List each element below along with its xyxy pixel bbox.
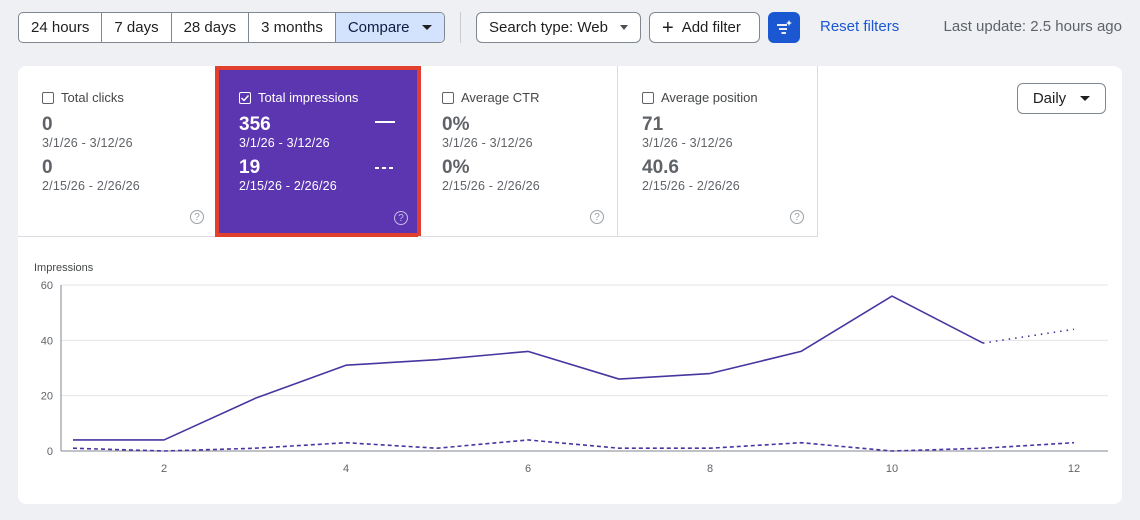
- series-dotted-line: [982, 328, 1075, 344]
- metric-previous-value: 19: [239, 157, 261, 178]
- impressions-chart: 0 20 40 60 2 4 6 8 10 12: [41, 280, 1108, 475]
- metric-previous-value: 0: [42, 157, 53, 178]
- x-tick-label: 8: [707, 463, 713, 475]
- date-range-selector: 24 hours 7 days 28 days 3 months Compare: [18, 12, 445, 43]
- add-filter-label: Add filter: [681, 19, 741, 36]
- metric-average-position[interactable]: Average position 71 3/1/26 - 3/12/26 40.…: [618, 66, 818, 237]
- help-icon[interactable]: ?: [394, 211, 408, 225]
- y-axis-title: Impressions: [34, 262, 94, 274]
- range-24-hours[interactable]: 24 hours: [19, 13, 103, 42]
- compare-dropdown[interactable]: Compare: [335, 13, 444, 42]
- metric-label: Average position: [661, 90, 758, 105]
- reset-filters-link[interactable]: Reset filters: [820, 18, 900, 35]
- last-update-text: Last update: 2.5 hours ago: [943, 18, 1122, 35]
- legend-solid-line-icon: [375, 121, 395, 123]
- x-tick-label: 6: [525, 463, 531, 475]
- chevron-down-icon: [619, 25, 628, 30]
- chevron-down-icon: [1080, 96, 1091, 101]
- metric-previous-value: 40.6: [642, 157, 679, 178]
- compare-label: Compare: [347, 19, 410, 36]
- series-solid-line: [73, 295, 984, 441]
- filter-settings-button[interactable]: [768, 12, 800, 43]
- x-tick-label: 2: [161, 463, 167, 475]
- chevron-down-icon: [421, 25, 432, 30]
- metric-label: Average CTR: [461, 90, 540, 105]
- range-3-months[interactable]: 3 months: [249, 13, 336, 42]
- x-tick-label: 10: [886, 463, 898, 475]
- metric-total-clicks[interactable]: Total clicks 0 3/1/26 - 3/12/26 0 2/15/2…: [18, 66, 218, 237]
- help-icon[interactable]: ?: [190, 210, 204, 224]
- help-icon[interactable]: ?: [790, 210, 804, 224]
- metric-label: Total clicks: [61, 90, 124, 105]
- legend-dashed-line-icon: [375, 167, 395, 169]
- metric-total-impressions[interactable]: Total impressions 356 3/1/26 - 3/12/26 1…: [215, 66, 421, 237]
- metric-current-range: 3/1/26 - 3/12/26: [42, 136, 133, 150]
- range-7-days[interactable]: 7 days: [102, 13, 172, 42]
- metric-current-value: 0%: [442, 114, 470, 135]
- metric-previous-range: 2/15/26 - 2/26/26: [442, 179, 540, 193]
- granularity-label: Daily: [1032, 90, 1067, 107]
- performance-card: Total clicks 0 3/1/26 - 3/12/26 0 2/15/2…: [18, 66, 1122, 504]
- filter-sparkle-icon: [777, 19, 792, 34]
- checkbox-icon[interactable]: [442, 91, 454, 104]
- series-dashed-line: [72, 439, 1075, 452]
- help-icon[interactable]: ?: [590, 210, 604, 224]
- metric-previous-range: 2/15/26 - 2/26/26: [42, 179, 140, 193]
- toolbar-divider: [460, 12, 461, 43]
- checkbox-icon[interactable]: [642, 91, 654, 104]
- plus-icon: +: [662, 16, 674, 39]
- search-type-dropdown[interactable]: Search type: Web: [476, 12, 641, 43]
- metric-label: Total impressions: [258, 90, 359, 105]
- metric-current-value: 71: [642, 114, 664, 135]
- metric-average-ctr[interactable]: Average CTR 0% 3/1/26 - 3/12/26 0% 2/15/…: [418, 66, 618, 237]
- checkbox-checked-icon[interactable]: [239, 91, 251, 104]
- metric-current-value: 0: [42, 114, 53, 135]
- search-type-label: Search type: Web: [489, 19, 608, 36]
- granularity-dropdown[interactable]: Daily: [1017, 83, 1106, 114]
- x-tick-label: 4: [343, 463, 349, 475]
- y-tick-label: 60: [41, 280, 53, 292]
- metric-current-range: 3/1/26 - 3/12/26: [642, 136, 733, 150]
- range-28-days[interactable]: 28 days: [172, 13, 250, 42]
- metric-current-range: 3/1/26 - 3/12/26: [442, 136, 533, 150]
- metric-previous-range: 2/15/26 - 2/26/26: [642, 179, 740, 193]
- checkbox-icon[interactable]: [42, 91, 54, 104]
- metric-previous-value: 0%: [442, 157, 470, 178]
- metric-current-value: 356: [239, 114, 271, 135]
- y-tick-label: 40: [41, 335, 53, 347]
- y-tick-label: 20: [41, 391, 53, 403]
- add-filter-button[interactable]: + Add filter: [649, 12, 760, 43]
- x-tick-label: 12: [1068, 463, 1080, 475]
- metric-previous-range: 2/15/26 - 2/26/26: [239, 179, 337, 193]
- metric-current-range: 3/1/26 - 3/12/26: [239, 136, 330, 150]
- y-tick-label: 0: [47, 446, 53, 458]
